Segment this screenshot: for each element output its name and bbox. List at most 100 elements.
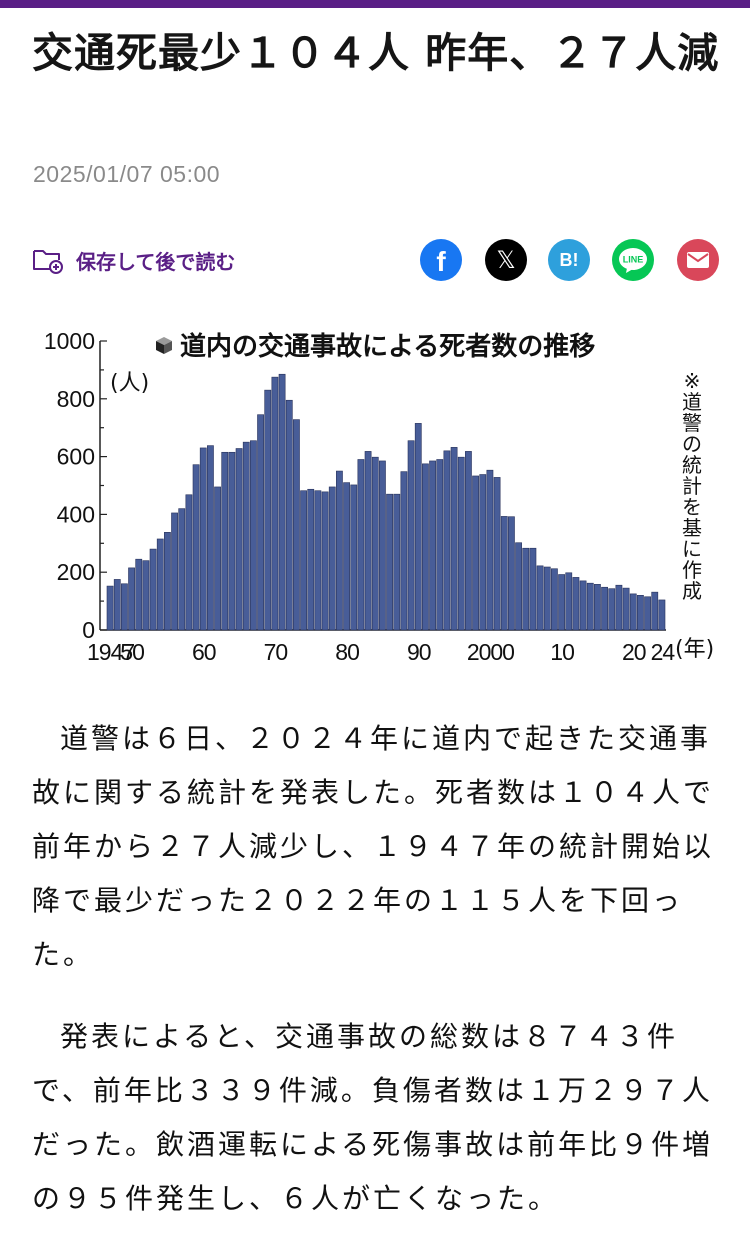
- bar-1978: [328, 486, 336, 631]
- bar-2013: [579, 580, 587, 631]
- bar-1949: [121, 583, 128, 631]
- bar-1988: [400, 471, 408, 631]
- publish-date: 2025/01/07 05:00: [33, 161, 221, 187]
- bar-2022: [644, 596, 651, 631]
- top-accent-bar: [0, 0, 750, 8]
- bar-1960: [199, 447, 207, 631]
- bar-1951: [135, 558, 143, 631]
- article-title: 交通死最少１０４人 昨年、２７人減: [32, 29, 720, 77]
- x-tick-label: 10: [550, 639, 574, 665]
- bar-1975: [307, 488, 315, 631]
- bar-1995: [450, 447, 458, 631]
- source-note: ※道警の統計を基に作成: [682, 369, 702, 603]
- bar-1952: [142, 560, 150, 631]
- bar-1989: [407, 440, 415, 631]
- bar-1964: [228, 451, 236, 631]
- bar-1993: [436, 459, 444, 631]
- bar-1999: [479, 474, 487, 631]
- bar-1969: [264, 389, 272, 631]
- bar-1979: [336, 470, 343, 631]
- bar-1947: [106, 585, 114, 631]
- y-tick-label: 0: [82, 617, 95, 643]
- bar-1996: [457, 456, 465, 631]
- bar-1959: [192, 464, 200, 631]
- article-body: 道警は６日、２０２４年に道内で起きた交通事故に関する統計を発表した。死者数は１０…: [32, 712, 722, 1254]
- bar-1986: [386, 493, 393, 631]
- bar-2020: [629, 593, 637, 631]
- bar-2006: [529, 547, 537, 631]
- x-tick-label: 2000: [467, 639, 514, 665]
- x-tick-label: 50: [120, 639, 144, 665]
- y-tick-label: 200: [57, 559, 95, 585]
- save-for-later-button[interactable]: 保存して後で読む: [32, 240, 235, 280]
- x-share-button[interactable]: 𝕏: [485, 239, 527, 281]
- bar-1998: [472, 475, 479, 631]
- bar-1967: [250, 440, 257, 631]
- bar-1965: [235, 448, 243, 631]
- bar-2015: [594, 584, 601, 631]
- y-tick-label: 400: [57, 501, 95, 527]
- y-tick-label: 1000: [44, 328, 95, 354]
- bar-2011: [565, 572, 573, 631]
- bar-1984: [371, 456, 379, 631]
- bar-1994: [443, 450, 451, 631]
- bar-2014: [586, 582, 594, 631]
- y-axis-unit: (人): [110, 371, 149, 396]
- bar-1991: [422, 463, 429, 631]
- folder-add-icon: [33, 250, 63, 274]
- bar-1966: [242, 441, 250, 631]
- bar-1962: [214, 486, 221, 631]
- bar-1990: [414, 423, 422, 631]
- bar-2008: [543, 566, 551, 631]
- bar-1961: [207, 445, 214, 631]
- chart-title: 道内の交通事故による死者数の推移: [180, 331, 595, 362]
- bar-2023: [651, 591, 659, 631]
- line-icon-text: LINE: [623, 255, 644, 265]
- hatena-bookmark-button[interactable]: B!: [548, 239, 590, 281]
- bar-1981: [350, 484, 358, 631]
- x-tick-label: 1947: [87, 639, 134, 665]
- bar-1971: [278, 373, 286, 631]
- bar-2000: [486, 469, 494, 631]
- facebook-icon: f: [436, 246, 446, 277]
- bar-1953: [149, 548, 157, 631]
- bar-1970: [271, 376, 279, 631]
- bar-1954: [156, 538, 164, 631]
- x-axis-unit: (年): [675, 637, 714, 662]
- bar-2004: [515, 542, 522, 631]
- x-tick-label: 24: [651, 639, 676, 665]
- bar-1955: [164, 532, 171, 631]
- bar-2012: [572, 577, 580, 631]
- x-tick-label: 20: [622, 639, 646, 665]
- x-icon: 𝕏: [496, 246, 516, 274]
- bar-1963: [221, 451, 229, 631]
- bar-1983: [364, 451, 372, 631]
- bar-1973: [293, 419, 300, 631]
- bar-2003: [508, 516, 515, 631]
- x-tick-label: 70: [264, 639, 288, 665]
- y-tick-label: 600: [57, 444, 95, 470]
- bar-2001: [493, 477, 501, 631]
- bar-2007: [536, 565, 544, 631]
- hatena-icon: B!: [559, 249, 579, 270]
- mail-share-button[interactable]: [677, 239, 719, 281]
- bar-2017: [608, 588, 616, 631]
- line-share-button[interactable]: LINE: [612, 239, 654, 281]
- x-tick-label: 90: [407, 639, 431, 665]
- x-tick-label: 60: [192, 639, 216, 665]
- paragraph-1: 道警は６日、２０２４年に道内で起きた交通事故に関する統計を発表した。死者数は１０…: [32, 722, 715, 971]
- bar-1950: [128, 567, 135, 631]
- bar-1977: [321, 491, 329, 631]
- save-label: 保存して後で読む: [76, 249, 236, 274]
- facebook-share-button[interactable]: f: [420, 239, 462, 281]
- cube-icon: [156, 337, 172, 354]
- bar-2016: [601, 586, 608, 631]
- bar-2019: [622, 587, 630, 631]
- bar-2002: [500, 516, 508, 631]
- bar-2005: [522, 547, 530, 631]
- bar-1976: [314, 490, 322, 631]
- bar-1997: [465, 451, 472, 631]
- bar-2018: [615, 584, 623, 631]
- paragraph-2: 発表によると、交通事故の総数は８７４３件で、前年比３３９件減。負傷者数は１万２９…: [32, 1020, 714, 1215]
